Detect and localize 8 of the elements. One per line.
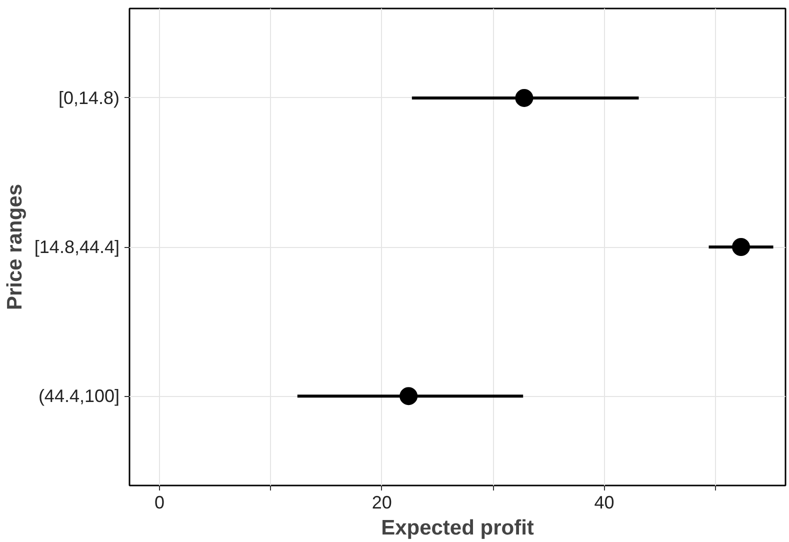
x-tick-label: 40 [594, 492, 614, 512]
y-axis-title: Price ranges [3, 184, 26, 310]
x-tick-label: 0 [154, 492, 165, 512]
x-tick-label: 20 [372, 492, 392, 512]
x-axis-title: Expected profit [381, 516, 534, 540]
y-tick-label: (44.4,100] [38, 386, 120, 406]
y-tick-label: [14.8,44.4] [34, 237, 120, 257]
y-tick-label: [0,14.8) [58, 88, 120, 108]
